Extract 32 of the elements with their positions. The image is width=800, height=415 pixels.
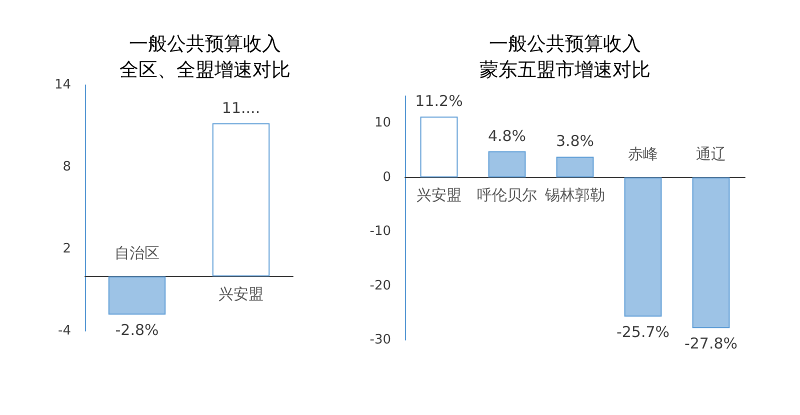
data-label: -27.8% [684, 334, 738, 353]
chart-title: 一般公共预算收入 [129, 33, 281, 55]
y-tick-label: -10 [370, 224, 391, 240]
x-tick-label: 锡林郭勒 [544, 186, 605, 204]
bar [556, 156, 594, 178]
y-tick-label: -30 [370, 332, 391, 348]
bar [488, 151, 526, 178]
chart-title: 一般公共预算收入 [489, 33, 641, 55]
y-tick-label: 14 [54, 78, 71, 92]
data-label: 4.8% [488, 126, 526, 145]
y-tick-label: 2 [62, 242, 71, 256]
data-label: 11.... [222, 98, 260, 117]
x-tick-label: 自治区 [114, 244, 160, 262]
y-tick-label: 8 [62, 160, 71, 174]
bar [692, 177, 730, 328]
y-tick-label: 0 [382, 170, 391, 185]
x-tick-label: 呼伦贝尔 [477, 186, 537, 204]
bar [420, 116, 458, 178]
chart-subtitle: 全区、全盟增速对比 [120, 59, 290, 81]
x-tick-label: 兴安盟 [416, 186, 462, 204]
data-label: -25.7% [616, 323, 670, 342]
bar [624, 177, 662, 317]
y-tick-label: -4 [58, 324, 71, 338]
y-tick-label: 10 [374, 116, 391, 131]
y-tick-label: -20 [370, 278, 391, 294]
data-label: 3.8% [556, 132, 594, 150]
x-tick-label: 赤峰 [628, 144, 658, 163]
x-tick-label: 通辽 [696, 144, 726, 163]
x-tick-label: 兴安盟 [218, 284, 264, 303]
data-label: 11.2% [415, 92, 463, 110]
data-label: -2.8% [115, 321, 159, 340]
chart-subtitle: 蒙东五盟市增速对比 [480, 59, 650, 81]
